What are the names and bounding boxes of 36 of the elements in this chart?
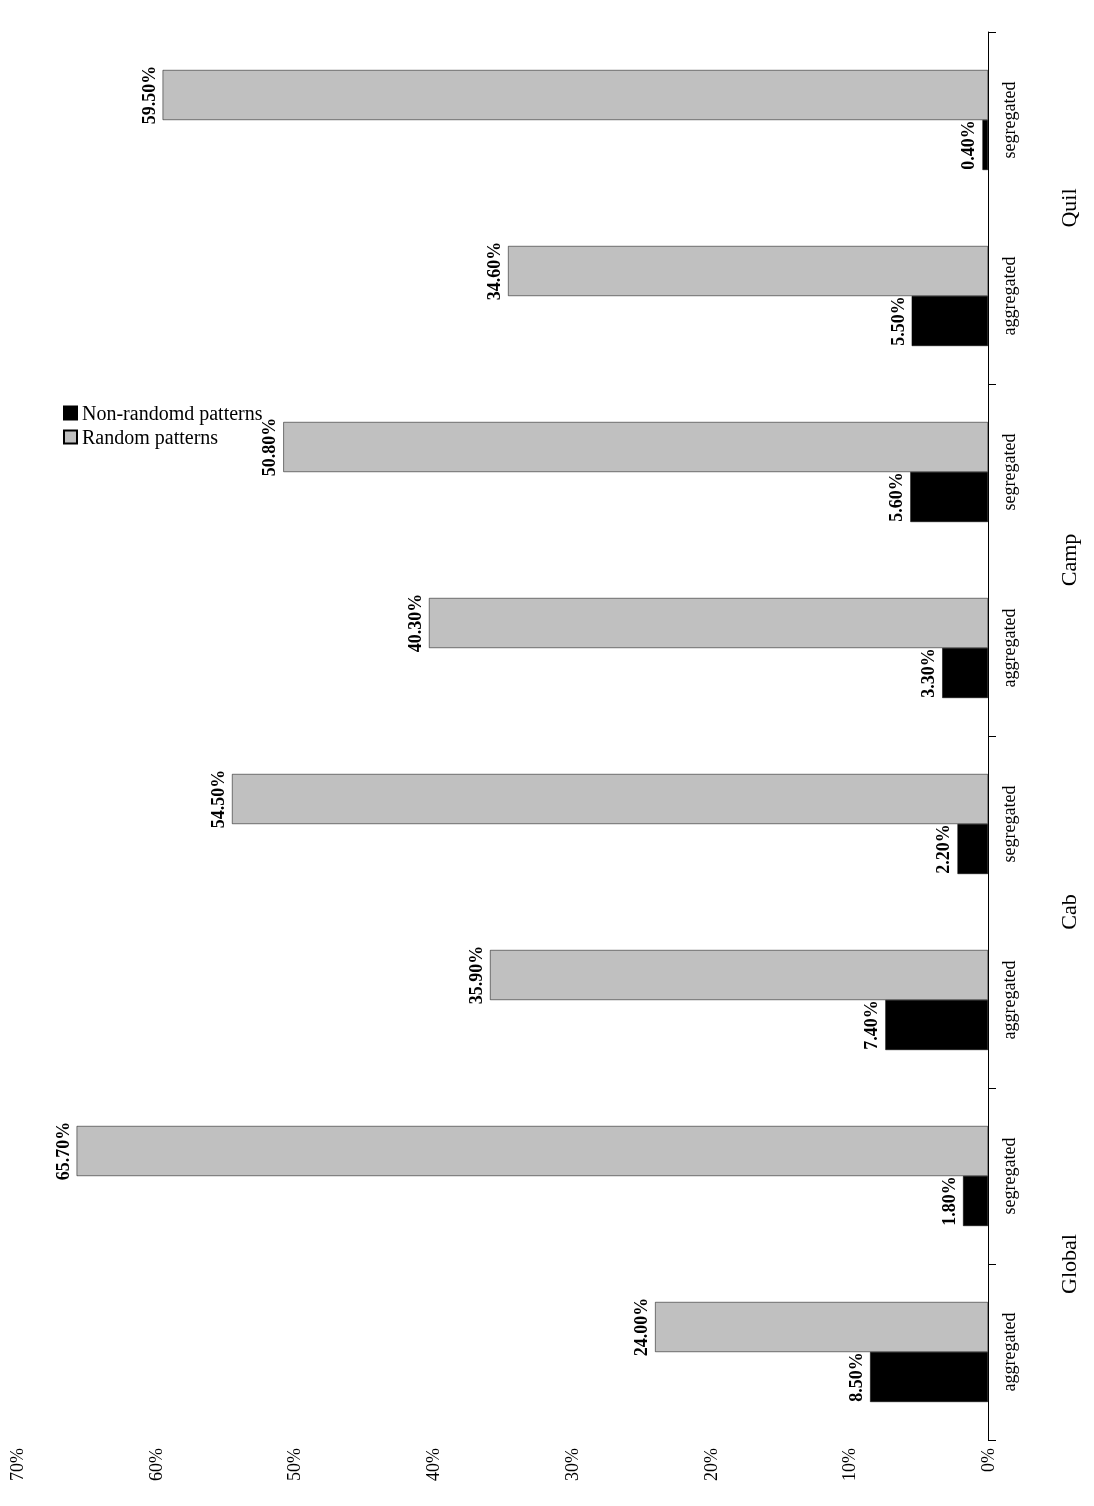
- y-tick-label: segregated: [999, 785, 1019, 863]
- data-label: 40.30%: [404, 593, 425, 653]
- x-tick-label: 50%: [284, 1448, 305, 1481]
- y-tick-label: aggregated: [999, 256, 1019, 336]
- y-tick-label: segregated: [999, 1137, 1019, 1215]
- data-label: 5.50%: [887, 296, 908, 346]
- data-label: 24.00%: [631, 1297, 652, 1357]
- text: Cab: [1055, 894, 1081, 930]
- data-label: 5.60%: [886, 472, 907, 522]
- data-label: 0.40%: [958, 120, 979, 170]
- data-label: 2.20%: [933, 824, 954, 874]
- y-tick-label: aggregated: [999, 1312, 1019, 1392]
- x-tick-label: 70%: [7, 1448, 27, 1481]
- data-label: 65.70%: [52, 1121, 73, 1181]
- data-label: 1.80%: [939, 1176, 960, 1226]
- data-label: 34.60%: [484, 241, 505, 301]
- data-label: 54.50%: [208, 769, 229, 829]
- text: Global: [1055, 1234, 1081, 1294]
- data-label: 7.40%: [861, 1000, 882, 1050]
- x-tick-label: 60%: [145, 1448, 166, 1481]
- data-label: 35.90%: [466, 945, 487, 1005]
- text: Quil: [1055, 188, 1081, 228]
- data-label: 3.30%: [918, 648, 939, 698]
- x-tick-label: 40%: [423, 1448, 444, 1481]
- y-tick-label: segregated: [999, 81, 1019, 159]
- y-tick-label: segregated: [999, 433, 1019, 511]
- x-tick-label: 0%: [978, 1448, 998, 1472]
- x-tick-label: 30%: [561, 1448, 582, 1481]
- data-label: 8.50%: [846, 1352, 867, 1402]
- x-tick-label: 20%: [700, 1448, 721, 1481]
- legend-label: Random patterns: [82, 426, 219, 449]
- y-tick-label: aggregated: [999, 608, 1019, 688]
- x-tick-label: 10%: [839, 1448, 860, 1481]
- data-label: 59.50%: [138, 65, 159, 125]
- y-tick-label: aggregated: [999, 960, 1019, 1040]
- text: Camp: [1055, 533, 1081, 587]
